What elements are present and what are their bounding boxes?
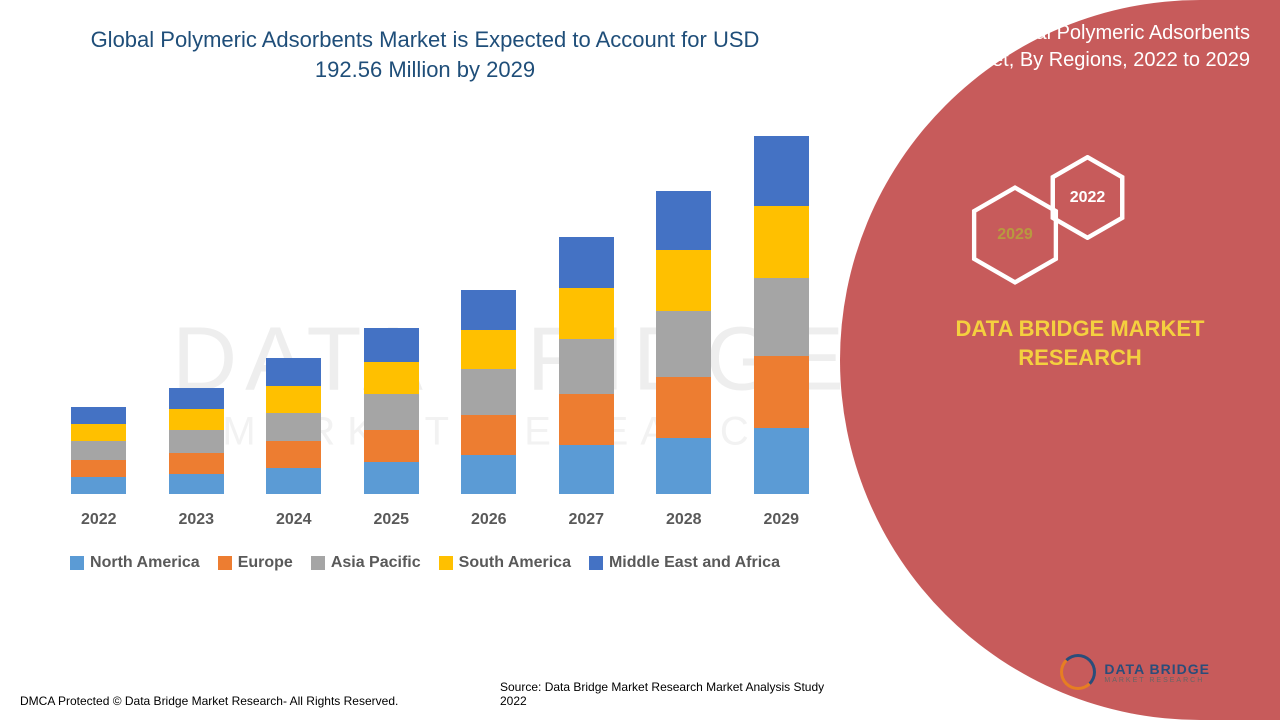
legend-swatch bbox=[439, 556, 453, 570]
legend-item: South America bbox=[439, 554, 571, 572]
bar-seg bbox=[364, 394, 419, 430]
bar-seg bbox=[364, 362, 419, 394]
bar-seg bbox=[559, 445, 614, 494]
legend: North America Europe Asia Pacific South Ame… bbox=[40, 554, 810, 572]
bar-seg bbox=[656, 438, 711, 495]
bar-seg bbox=[364, 462, 419, 494]
footer-copyright: DMCA Protected © Data Bridge Market Rese… bbox=[20, 694, 398, 708]
x-label: 2022 bbox=[71, 511, 126, 529]
bar-seg bbox=[71, 441, 126, 460]
bar-seg bbox=[754, 136, 809, 206]
bar-seg bbox=[364, 430, 419, 462]
bar-seg bbox=[266, 413, 321, 441]
bar-seg bbox=[754, 278, 809, 356]
legend-swatch bbox=[218, 556, 232, 570]
bar-seg bbox=[559, 288, 614, 339]
bar-2028 bbox=[656, 191, 711, 494]
bar-seg bbox=[656, 191, 711, 250]
legend-swatch bbox=[70, 556, 84, 570]
legend-label: Asia Pacific bbox=[331, 554, 421, 572]
x-label: 2028 bbox=[656, 511, 711, 529]
bar-seg bbox=[559, 339, 614, 394]
chart-area: 2022 2023 2024 2025 2026 2027 2028 2029 bbox=[50, 134, 830, 534]
bar-2024 bbox=[266, 358, 321, 494]
logo-main: DATA BRIDGE bbox=[1104, 661, 1210, 677]
legend-swatch bbox=[589, 556, 603, 570]
bar-seg bbox=[364, 328, 419, 362]
bar-seg bbox=[656, 311, 711, 377]
bar-2026 bbox=[461, 290, 516, 495]
bar-seg bbox=[656, 250, 711, 311]
bar-seg bbox=[461, 330, 516, 370]
chart-title: Global Polymeric Adsorbents Market is Ex… bbox=[0, 0, 850, 94]
bar-seg bbox=[754, 206, 809, 278]
bar-seg bbox=[169, 474, 224, 495]
logo: DATA BRIDGE MARKET RESEARCH bbox=[1060, 654, 1210, 690]
bar-seg bbox=[754, 428, 809, 494]
x-label: 2027 bbox=[559, 511, 614, 529]
left-panel: Global Polymeric Adsorbents Market is Ex… bbox=[0, 0, 850, 720]
hexagons: 2029 2022 bbox=[970, 155, 1170, 295]
bar-seg bbox=[169, 453, 224, 474]
hex-2029-label: 2029 bbox=[997, 226, 1033, 244]
bar-2029 bbox=[754, 136, 809, 494]
bar-seg bbox=[169, 430, 224, 453]
legend-item: Asia Pacific bbox=[311, 554, 421, 572]
hex-2022: 2022 bbox=[1050, 155, 1125, 240]
legend-item: Middle East and Africa bbox=[589, 554, 780, 572]
x-label: 2025 bbox=[364, 511, 419, 529]
legend-swatch bbox=[311, 556, 325, 570]
logo-text: DATA BRIDGE MARKET RESEARCH bbox=[1104, 661, 1210, 684]
legend-label: North America bbox=[90, 554, 200, 572]
bar-seg bbox=[461, 415, 516, 455]
right-panel-title: Global Polymeric Adsorbents Market, By R… bbox=[930, 20, 1250, 74]
bar-seg bbox=[266, 358, 321, 386]
x-label: 2023 bbox=[169, 511, 224, 529]
logo-sub: MARKET RESEARCH bbox=[1104, 677, 1210, 684]
bar-2025 bbox=[364, 328, 419, 495]
bar-2027 bbox=[559, 237, 614, 495]
bars-container bbox=[50, 134, 830, 494]
legend-item: North America bbox=[70, 554, 200, 572]
right-panel: Global Polymeric Adsorbents Market, By R… bbox=[820, 0, 1280, 720]
legend-label: Middle East and Africa bbox=[609, 554, 780, 572]
bar-seg bbox=[559, 237, 614, 288]
footer-source: Source: Data Bridge Market Research Mark… bbox=[500, 680, 850, 708]
hex-2022-label: 2022 bbox=[1070, 189, 1106, 207]
bar-seg bbox=[754, 356, 809, 428]
x-label: 2026 bbox=[461, 511, 516, 529]
bar-seg bbox=[169, 409, 224, 430]
bar-seg bbox=[71, 424, 126, 441]
bar-seg bbox=[169, 388, 224, 409]
logo-icon bbox=[1060, 654, 1096, 690]
bar-2022 bbox=[71, 407, 126, 494]
x-axis-labels: 2022 2023 2024 2025 2026 2027 2028 2029 bbox=[50, 511, 830, 529]
bar-seg bbox=[656, 377, 711, 438]
x-label: 2024 bbox=[266, 511, 321, 529]
bar-seg bbox=[266, 468, 321, 495]
bar-seg bbox=[461, 369, 516, 414]
legend-item: Europe bbox=[218, 554, 293, 572]
x-label: 2029 bbox=[754, 511, 809, 529]
bar-seg bbox=[266, 386, 321, 413]
bar-seg bbox=[559, 394, 614, 445]
bar-2023 bbox=[169, 388, 224, 494]
legend-label: South America bbox=[459, 554, 571, 572]
bar-seg bbox=[461, 455, 516, 495]
brand-text: DATA BRIDGE MARKET RESEARCH bbox=[940, 315, 1220, 372]
bar-seg bbox=[71, 460, 126, 477]
bar-seg bbox=[71, 477, 126, 494]
legend-label: Europe bbox=[238, 554, 293, 572]
hex-2029: 2029 bbox=[970, 185, 1060, 285]
bar-seg bbox=[266, 441, 321, 468]
bar-seg bbox=[71, 407, 126, 424]
bar-seg bbox=[461, 290, 516, 330]
